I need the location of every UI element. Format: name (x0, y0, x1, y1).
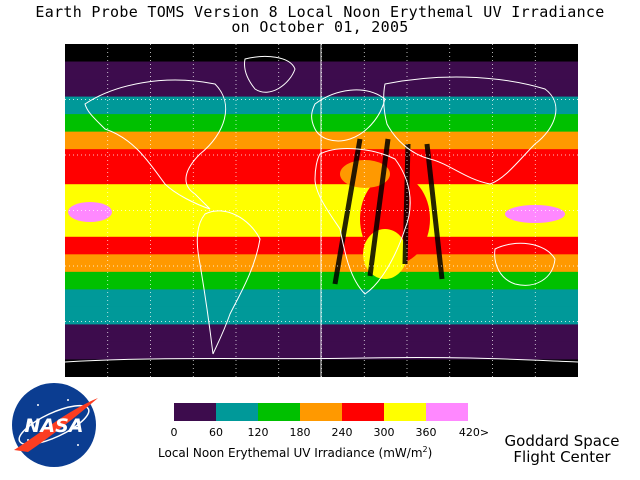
latitude-band (65, 341, 578, 360)
credit-line1: Goddard Space (504, 432, 620, 450)
latitude-band (65, 254, 578, 273)
color-scale-tick: 60 (209, 426, 223, 439)
credit-line2: Flight Center (513, 448, 611, 466)
color-swatch (300, 403, 342, 421)
color-scale-tick: 180 (289, 426, 311, 439)
color-swatch (216, 403, 258, 421)
color-scale-label: Local Noon Erythemal UV Irradiance (mW/m… (158, 445, 433, 460)
latitude-band (65, 306, 578, 325)
latitude-band (65, 289, 578, 308)
nasa-logo: NASA (12, 383, 98, 467)
yellow-patch-atlantic (205, 194, 325, 234)
coastlines (65, 56, 578, 363)
color-scale-tick: 120 (247, 426, 269, 439)
orbit-gaps (332, 138, 445, 285)
uv-irradiance-map (65, 44, 578, 377)
color-scale-bar (174, 403, 468, 421)
high-uv-patches (68, 160, 565, 279)
color-swatch (258, 403, 300, 421)
antarctica-outline (65, 356, 578, 363)
map-title-line2: on October 01, 2005 (231, 18, 409, 36)
color-swatch (174, 403, 216, 421)
color-swatch (426, 403, 468, 421)
africa-outline (314, 148, 411, 295)
australia-outline (494, 242, 556, 286)
svg-text:NASA: NASA (25, 415, 84, 437)
latitude-band (65, 61, 578, 80)
color-scale-tick: 420> (458, 426, 490, 439)
latitude-band (65, 96, 578, 115)
color-swatch (342, 403, 384, 421)
pink-patch-indian-ocean (505, 205, 565, 223)
south-america-outline (196, 210, 261, 355)
latitude-band (65, 166, 578, 185)
map-title-line1: Earth Probe TOMS Version 8 Local Noon Er… (35, 3, 605, 21)
latitude-band (65, 236, 578, 255)
latitude-band (65, 114, 578, 133)
greenland-outline (244, 56, 296, 93)
latitude-band (65, 149, 578, 168)
north-america-outline (84, 79, 227, 210)
pink-patch-pacific (68, 202, 112, 222)
color-swatch (384, 403, 426, 421)
color-scale-tick: 300 (373, 426, 395, 439)
europe-outline (311, 89, 386, 142)
asia-outline (383, 76, 557, 185)
latitude-band (65, 44, 578, 63)
color-scale-tick: 240 (331, 426, 353, 439)
latitude-band (65, 324, 578, 343)
color-scale-tick: 0 (170, 426, 178, 439)
color-scale-tick: 360 (415, 426, 437, 439)
